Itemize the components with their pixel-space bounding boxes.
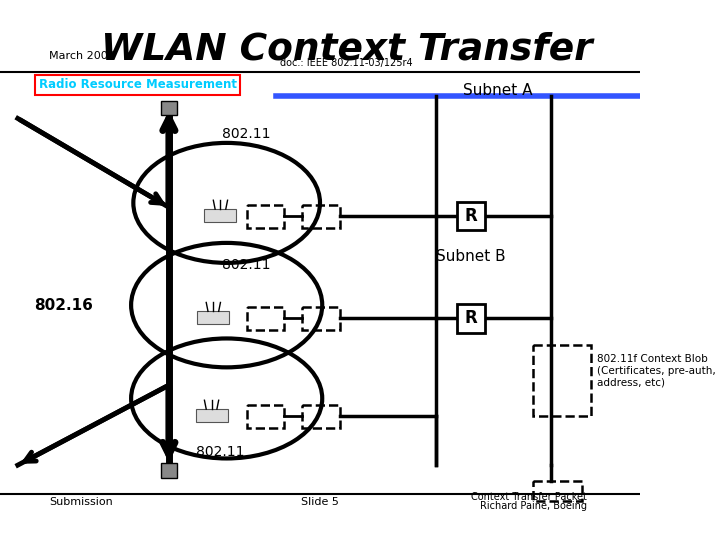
Text: 802.11f Context Blob
(Certificates, pre-auth,
address, etc): 802.11f Context Blob (Certificates, pre-… (598, 354, 716, 387)
Bar (457, 202, 485, 231)
Bar (196, 409, 228, 422)
Text: 802.11: 802.11 (222, 258, 271, 272)
Bar (161, 100, 177, 115)
Text: doc.: IEEE 802.11-03/125r4: doc.: IEEE 802.11-03/125r4 (280, 58, 413, 69)
Bar (247, 205, 284, 228)
Bar (247, 404, 284, 428)
Text: 802.11: 802.11 (196, 445, 244, 459)
Text: Richard Paine, Boeing: Richard Paine, Boeing (480, 501, 587, 511)
Text: R: R (464, 309, 477, 327)
Bar (161, 463, 177, 477)
Bar (457, 304, 485, 333)
Text: R: R (464, 207, 477, 225)
Bar (534, 481, 582, 501)
Bar (534, 345, 591, 416)
Bar (247, 307, 284, 330)
Bar (197, 312, 230, 324)
Text: WLAN Context Transfer: WLAN Context Transfer (101, 31, 593, 67)
Text: Submission: Submission (49, 497, 112, 508)
Text: 802.11: 802.11 (222, 127, 271, 141)
Bar (204, 209, 236, 221)
Text: March 2003: March 2003 (49, 51, 114, 61)
Text: Radio Resource Measurement: Radio Resource Measurement (39, 78, 237, 91)
Text: Context Transfer Packet: Context Transfer Packet (471, 492, 587, 502)
Bar (302, 307, 340, 330)
Bar (302, 205, 340, 228)
Text: 802.16: 802.16 (34, 298, 93, 313)
Bar (302, 404, 340, 428)
Text: Subnet B: Subnet B (436, 249, 505, 264)
Text: Subnet A: Subnet A (463, 83, 533, 98)
Text: Slide 5: Slide 5 (301, 497, 339, 508)
